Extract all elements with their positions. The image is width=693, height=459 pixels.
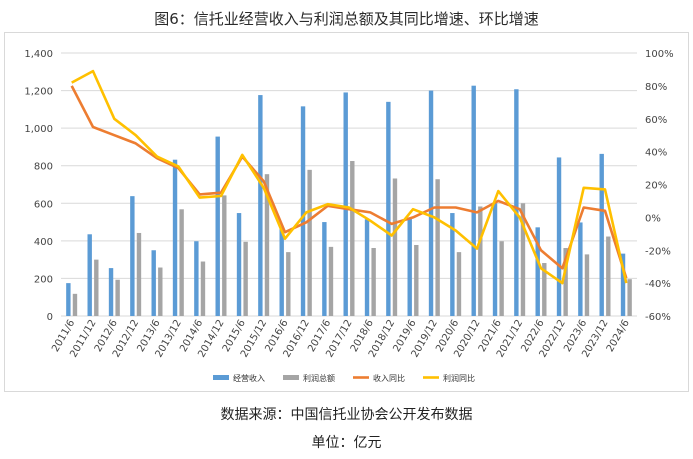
bar-profit (307, 169, 312, 316)
bar-revenue (108, 268, 114, 316)
bar-revenue (407, 217, 412, 316)
bar-profit (158, 267, 163, 316)
bar-profit (222, 195, 227, 316)
bar-revenue (151, 250, 156, 316)
legend-label: 收入同比 (373, 373, 405, 383)
y-left-tick-label: 1,400 (24, 49, 53, 60)
bar-revenue (386, 101, 391, 316)
source-note: 数据来源：中国信托业协会公开发布数据 (220, 407, 473, 423)
bar-revenue (322, 222, 327, 316)
chart-canvas: 0 200 400 600 800 1,000 1,200 1,400 -60% -40% -20%… (24, 49, 673, 383)
bar-revenue (428, 90, 434, 316)
legend-swatch (283, 375, 299, 380)
y-right-tick-label: 100% (645, 49, 674, 60)
bar-revenue (599, 153, 604, 316)
line-series (70, 69, 628, 285)
y-left-tick-label: 800 (34, 162, 53, 173)
grid-lines (61, 52, 637, 317)
bar-revenue (130, 196, 135, 316)
bar-revenue (620, 253, 626, 316)
bar-profit (414, 244, 419, 316)
y-left-tick-label: 600 (34, 199, 53, 210)
legend-label: 利润总额 (303, 373, 335, 383)
bar-profit (435, 179, 440, 316)
bar-profit (200, 261, 206, 316)
bar-revenue (492, 203, 498, 316)
bar-series (66, 85, 632, 317)
bar-revenue (535, 227, 540, 316)
bar-revenue (556, 157, 562, 316)
y-right-tick-label: 0% (645, 213, 661, 224)
unit-note: 单位：亿元 (311, 435, 382, 451)
bar-profit (563, 247, 568, 316)
bar-revenue (66, 283, 71, 316)
y-right-tick-label: -20% (645, 246, 671, 257)
bar-revenue (578, 222, 583, 316)
bar-revenue (300, 106, 306, 316)
bar-revenue (343, 92, 348, 316)
line-revenue-growth (70, 85, 628, 279)
y-left-tick-label: 1,000 (24, 124, 53, 135)
bar-profit (542, 263, 547, 316)
bar-revenue (172, 159, 178, 316)
bar-profit (456, 252, 462, 316)
bar-revenue (471, 85, 476, 317)
y-right-tick-label: 20% (645, 181, 667, 192)
y-right-tick-label: 60% (645, 115, 667, 126)
y-right-tick-label: -60% (645, 312, 671, 323)
bar-revenue (364, 219, 370, 316)
bar-revenue (514, 89, 519, 316)
y-right-tick-label: 80% (645, 82, 667, 93)
bar-profit (584, 254, 590, 316)
y-left-tick-label: 400 (34, 237, 53, 248)
legend-label: 利润同比 (443, 373, 475, 383)
y-left-tick-label: 0 (47, 312, 53, 323)
bar-profit (350, 161, 355, 316)
bar-revenue (215, 136, 220, 316)
y-left-tick-label: 200 (34, 274, 53, 285)
bar-profit (94, 259, 99, 316)
bar-profit (72, 293, 78, 316)
legend: 经营收入 利润总额 收入同比 利润同比 (213, 373, 475, 383)
bar-profit (286, 252, 291, 316)
bar-profit (392, 178, 398, 316)
bar-revenue (279, 226, 284, 316)
bar-profit (606, 236, 611, 316)
chart-area: 0 200 400 600 800 1,000 1,200 1,400 -60% -40% -20%… (4, 32, 689, 392)
page-title: 图6：信托业经营收入与利润总额及其同比增速、环比增速 (154, 10, 539, 28)
bar-profit (115, 279, 120, 316)
axis-labels: 0 200 400 600 800 1,000 1,200 1,400 -60% -40% -20%… (24, 49, 673, 359)
bar-profit (371, 247, 376, 316)
bar-revenue (194, 241, 199, 316)
legend-swatch (213, 375, 229, 380)
bar-revenue (258, 95, 263, 316)
bar-revenue (236, 213, 242, 316)
bar-profit (627, 279, 632, 316)
bar-profit (136, 232, 142, 316)
bar-revenue (450, 213, 455, 316)
legend-label: 经营收入 (233, 373, 265, 383)
bar-profit (499, 241, 504, 316)
bar-profit (478, 206, 483, 316)
bar-profit (264, 174, 270, 316)
bar-profit (328, 246, 334, 316)
y-left-tick-label: 1,200 (24, 87, 53, 98)
bar-profit (243, 241, 248, 316)
bar-profit (520, 203, 526, 316)
y-right-tick-label: -40% (645, 279, 671, 290)
bar-profit (179, 209, 184, 316)
line-profit-growth (71, 69, 628, 285)
bar-revenue (87, 234, 92, 316)
y-right-tick-label: 40% (645, 148, 667, 159)
